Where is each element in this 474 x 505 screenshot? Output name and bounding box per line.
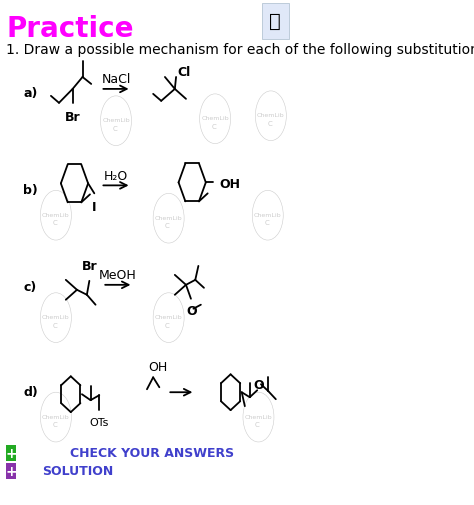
Text: ChemLib: ChemLib <box>155 216 182 221</box>
Text: C: C <box>52 323 57 329</box>
Text: CHECK YOUR ANSWERS: CHECK YOUR ANSWERS <box>70 447 234 461</box>
Text: OH: OH <box>219 178 240 191</box>
Text: a): a) <box>23 87 37 100</box>
FancyBboxPatch shape <box>6 463 16 479</box>
Text: C: C <box>165 323 170 329</box>
Text: NaCl: NaCl <box>101 73 131 86</box>
Text: H₂O: H₂O <box>104 170 128 183</box>
Text: Practice: Practice <box>6 15 134 43</box>
Text: C: C <box>267 121 272 127</box>
Text: I: I <box>92 201 97 214</box>
Text: C: C <box>52 422 57 428</box>
Text: d): d) <box>23 386 38 399</box>
Text: SOLUTION: SOLUTION <box>42 465 113 478</box>
Text: OH: OH <box>148 361 167 374</box>
Text: C: C <box>255 422 260 428</box>
Text: OTs: OTs <box>90 418 109 428</box>
Text: ChemLib: ChemLib <box>254 213 282 218</box>
Text: Br: Br <box>82 260 97 273</box>
Text: +: + <box>5 465 17 479</box>
Text: ChemLib: ChemLib <box>257 113 285 118</box>
Text: ChemLib: ChemLib <box>245 415 272 420</box>
Text: ChemLib: ChemLib <box>201 116 229 121</box>
Text: ChemLib: ChemLib <box>155 315 182 320</box>
Text: MeOH: MeOH <box>99 269 137 282</box>
Text: C: C <box>211 124 216 130</box>
Text: C: C <box>52 220 57 226</box>
Text: +: + <box>5 447 17 461</box>
Text: ChemLib: ChemLib <box>102 118 130 123</box>
Text: C: C <box>112 126 117 132</box>
Text: c): c) <box>23 281 36 294</box>
Text: Br: Br <box>65 111 81 124</box>
Text: ChemLib: ChemLib <box>42 315 70 320</box>
Text: ChemLib: ChemLib <box>42 415 70 420</box>
Text: O: O <box>253 379 264 392</box>
Text: Cl: Cl <box>177 67 191 79</box>
FancyBboxPatch shape <box>262 4 290 39</box>
Text: C: C <box>264 220 269 226</box>
Text: C: C <box>165 223 170 229</box>
Text: O: O <box>187 305 198 318</box>
Text: 🧑: 🧑 <box>269 12 281 31</box>
Text: ChemLib: ChemLib <box>42 213 70 218</box>
Text: b): b) <box>23 184 38 197</box>
FancyBboxPatch shape <box>6 445 16 462</box>
Text: 1. Draw a possible mechanism for each of the following substitution reaction:: 1. Draw a possible mechanism for each of… <box>6 43 474 57</box>
